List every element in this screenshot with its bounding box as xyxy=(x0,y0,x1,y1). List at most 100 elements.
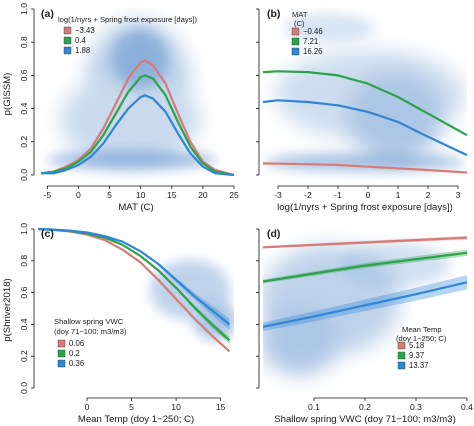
series-line-a-1 xyxy=(40,74,234,177)
legend-title-c-0: Shallow spring VWC xyxy=(54,317,124,326)
x-tick-label-b-0: -3 xyxy=(274,190,282,200)
legend-swatch-a-0 xyxy=(63,26,72,35)
x-tick-label-b-6: 3 xyxy=(456,190,461,200)
series-line-b-1 xyxy=(263,70,467,137)
panel-tag-b: (b) xyxy=(267,8,280,20)
legend-entry-b-0: −0.46 xyxy=(303,27,323,36)
legend-swatch-c-0 xyxy=(57,339,66,348)
legend-swatch-d-0 xyxy=(397,341,406,350)
x-tick-label-c-0: 0 xyxy=(85,402,90,412)
legend-swatch-b-2 xyxy=(291,47,300,56)
x-tick-label-d-3: 0.4 xyxy=(461,402,473,412)
x-axis-label-c: Mean Temp (doy 1−250; C) xyxy=(78,414,194,425)
series-line-b-2 xyxy=(263,99,467,157)
x-tick-label-b-2: -1 xyxy=(334,190,342,200)
x-axis-label-b: log(1/nyrs + Spring frost exposure [days… xyxy=(277,202,453,213)
series-line-d-2 xyxy=(263,281,467,328)
y-tick-label-c-2: 0.4 xyxy=(19,318,29,330)
legend-swatch-a-2 xyxy=(63,46,72,55)
y-tick-label-c-4: 0.8 xyxy=(19,255,29,267)
y-tick-label-a-3: 0.6 xyxy=(19,69,29,81)
legend-entry-c-0: 0.06 xyxy=(69,339,84,348)
legend-entry-d-0: 5.18 xyxy=(409,341,424,350)
x-tick-label-a-6: 25 xyxy=(229,190,239,200)
series-line-a-0 xyxy=(40,59,234,177)
y-tick-label-a-5: 1.0 xyxy=(19,3,29,15)
legend-entry-d-1: 9.37 xyxy=(409,351,424,360)
legend-entry-a-0: −3.43 xyxy=(75,26,95,35)
panel-b-density xyxy=(265,14,465,171)
legend-title-b-1: (C) xyxy=(294,19,305,28)
x-tick-label-a-3: 10 xyxy=(136,190,146,200)
x-tick-label-a-4: 15 xyxy=(167,190,177,200)
x-tick-label-d-2: 0.3 xyxy=(410,402,422,412)
x-tick-label-b-1: -2 xyxy=(304,190,312,200)
legend-title-a: log(1/nyrs + Spring frost exposure [days… xyxy=(58,15,198,24)
legend-title-c-1: (doy 71−100; m3/m3) xyxy=(54,327,127,336)
y-tick-label-a-4: 0.8 xyxy=(19,36,29,48)
legend-entry-c-2: 0.36 xyxy=(69,359,84,368)
x-axis-label-a: MAT (C) xyxy=(118,202,153,213)
x-tick-label-a-2: 5 xyxy=(107,190,112,200)
x-tick-label-b-3: 0 xyxy=(366,190,371,200)
panel-b-series xyxy=(263,70,467,174)
panel-a: 0.0 0.2 0.4 0.6 0.8 1.0 -5 0 5 10 15 20 25 MAT (C) (a)… xyxy=(19,3,239,213)
legend-swatch-c-1 xyxy=(57,349,66,358)
series-line-c-2 xyxy=(38,227,231,326)
legend-entry-a-2: 1.88 xyxy=(75,46,90,55)
y-tick-label-c-3: 0.6 xyxy=(19,286,29,298)
legend-a: log(1/nyrs + Spring frost exposure [days… xyxy=(58,15,198,55)
series-line-a-2 xyxy=(41,94,234,177)
x-tick-label-a-5: 20 xyxy=(198,190,208,200)
legend-entry-c-1: 0.2 xyxy=(69,349,80,358)
panel-c-series xyxy=(38,227,231,353)
legend-title-d-1: (doy 1−250; C) xyxy=(396,334,447,343)
x-tick-label-b-5: 2 xyxy=(426,190,431,200)
panel-tag-d: (d) xyxy=(267,228,280,240)
legend-entry-b-1: 7.21 xyxy=(303,37,318,46)
series-line-b-0 xyxy=(263,162,467,174)
series-line-d-0 xyxy=(263,236,467,249)
legend-swatch-b-1 xyxy=(291,37,300,46)
panel-c: 0.0 0.2 0.4 0.6 0.8 1.0 0 5 10 15 Mean Temp (doy 1… xyxy=(19,223,234,425)
panel-d: 0.1 0.2 0.3 0.4 Shallow spring VWC (doy 71−1… xyxy=(256,228,473,425)
x-tick-label-a-0: -5 xyxy=(44,190,52,200)
x-axis-label-d: Shallow spring VWC (doy 71−100; m3/m3) xyxy=(274,414,456,425)
legend-title-d-0: Mean Temp xyxy=(402,325,442,334)
panel-d-axes: 0.1 0.2 0.3 0.4 Shallow spring VWC (doy 71−1… xyxy=(256,228,473,425)
x-tick-label-a-1: 0 xyxy=(76,190,81,200)
legend-swatch-d-2 xyxy=(397,361,406,370)
y-tick-label-c-1: 0.2 xyxy=(19,350,29,362)
panel-a-density xyxy=(47,20,217,169)
legend-title-b-0: MAT xyxy=(292,10,308,19)
legend-entry-d-2: 13.37 xyxy=(409,361,429,370)
legend-swatch-b-0 xyxy=(291,27,300,36)
panel-tag-a: (a) xyxy=(41,8,54,20)
panel-c-axes: 0.0 0.2 0.4 0.6 0.8 1.0 0 5 10 15 Mean Temp (doy 1… xyxy=(19,223,226,425)
x-tick-label-d-1: 0.2 xyxy=(359,402,371,412)
y-tick-label-a-2: 0.4 xyxy=(19,102,29,114)
x-tick-label-c-1: 5 xyxy=(129,402,134,412)
y-axis-label-top: p(GISSM) xyxy=(2,73,13,116)
series-line-d-1 xyxy=(263,251,467,283)
panel-a-axes: 0.0 0.2 0.4 0.6 0.8 1.0 -5 0 5 10 15 20 25 MAT (C) (a)… xyxy=(19,3,239,213)
x-tick-label-c-3: 15 xyxy=(216,402,226,412)
panel-tag-c: (c) xyxy=(41,228,54,240)
legend-swatch-c-2 xyxy=(57,359,66,368)
x-tick-label-d-0: 0.1 xyxy=(308,402,320,412)
panel-a-series xyxy=(40,59,234,177)
y-tick-label-c-5: 1.0 xyxy=(19,223,29,235)
x-tick-label-c-2: 10 xyxy=(171,402,181,412)
panel-d-series xyxy=(263,236,467,328)
y-tick-label-a-1: 0.2 xyxy=(19,136,29,148)
legend-entry-a-1: 0.4 xyxy=(75,36,87,45)
y-tick-label-c-0: 0.0 xyxy=(19,382,29,394)
panel-c-density xyxy=(150,260,234,340)
legend-c: Shallow spring VWC(doy 71−100; m3/m3) 0.0… xyxy=(54,317,127,368)
legend-swatch-a-1 xyxy=(63,36,72,45)
